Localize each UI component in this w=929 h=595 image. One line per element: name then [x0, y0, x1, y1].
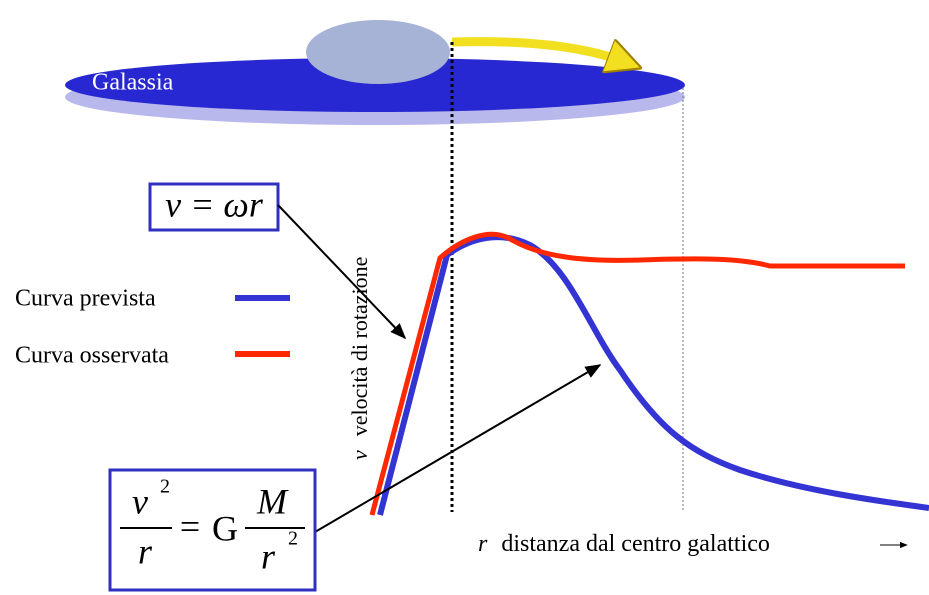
formula-term: r — [261, 536, 276, 576]
galaxy-label: Galassia — [92, 70, 174, 96]
x-symbol: r — [478, 531, 488, 557]
y-axis-label: v velocità di rotazione — [347, 257, 372, 460]
x-label: distanza dal centro galattico — [501, 531, 770, 557]
galaxy-bulge — [306, 20, 450, 84]
formula-term: r — [138, 531, 153, 571]
legend-label: Curva osservata — [15, 343, 169, 369]
y-symbol: v — [347, 450, 372, 460]
formula-linear: v = ωr — [165, 184, 264, 224]
x-axis-label: r distanza dal centro galattico — [478, 531, 770, 557]
pointer-arrow — [278, 205, 405, 338]
formula-equals: = — [180, 506, 200, 546]
y-label: velocità di rotazione — [347, 257, 372, 437]
formula-exponent: 2 — [160, 476, 170, 498]
formula-exponent: 2 — [288, 528, 298, 550]
formula-term: v — [132, 481, 148, 521]
diagram: Galassia v velocità di rotazione v = ωr C… — [0, 0, 929, 595]
predicted-curve — [380, 237, 929, 515]
legend-label: Curva prevista — [15, 286, 156, 312]
rotation-arrow — [452, 42, 625, 62]
formula-term: G — [212, 508, 238, 548]
formula-term: M — [256, 481, 289, 521]
